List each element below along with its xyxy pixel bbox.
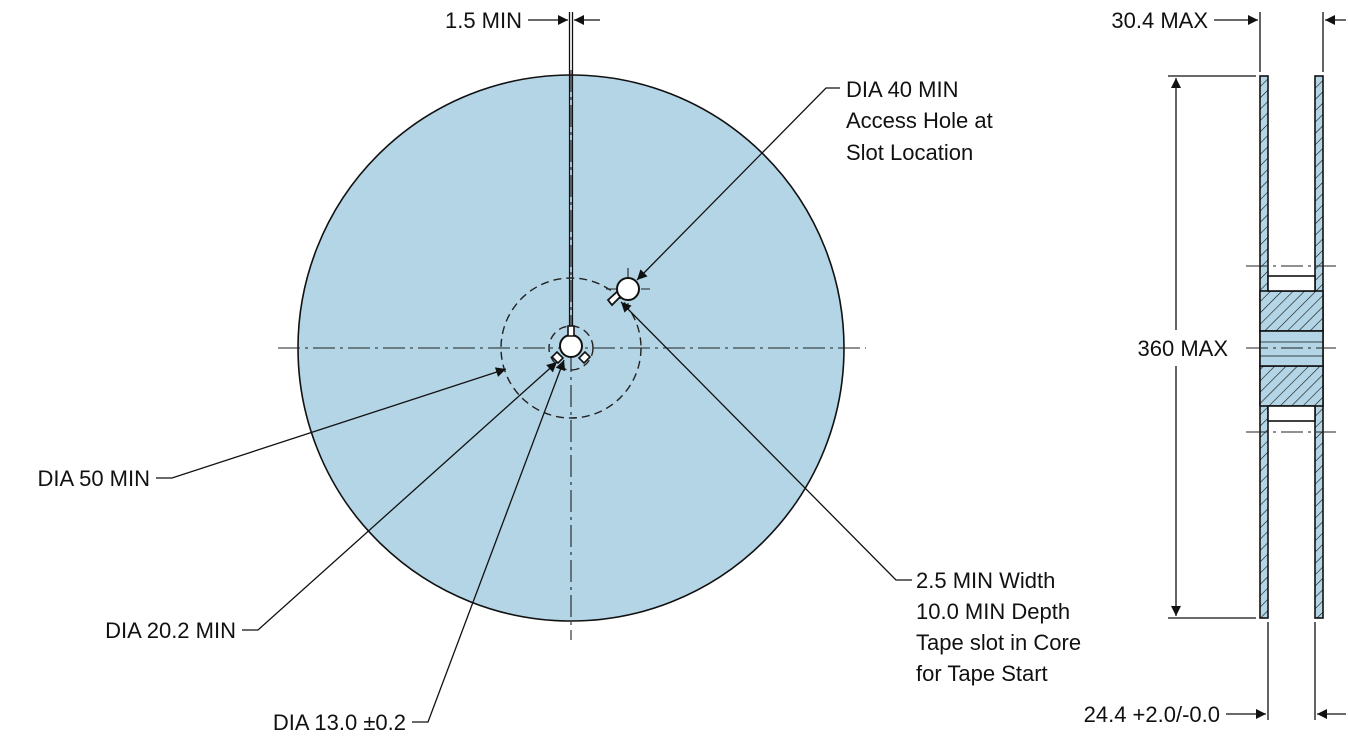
flange-slot bbox=[568, 70, 574, 330]
hub-top-face bbox=[1267, 275, 1316, 292]
tape-slot-label-line4: for Tape Start bbox=[916, 661, 1048, 686]
hub-dia-20-circle bbox=[548, 325, 594, 371]
tape-slot-label-line2: 10.0 MIN Depth bbox=[916, 599, 1070, 624]
tape-slot-label-line1: 2.5 MIN Width bbox=[916, 568, 1055, 593]
hub-upper bbox=[1259, 290, 1324, 332]
hub-bottom-face bbox=[1267, 405, 1316, 422]
leader-hub-dia: DIA 20.2 MIN bbox=[105, 361, 558, 643]
leader-access-hole: DIA 40 MIN Access Hole at Slot Location bbox=[636, 77, 993, 281]
inner-width-label: 24.4 +2.0/-0.0 bbox=[1084, 702, 1220, 727]
overall-width-label: 30.4 MAX bbox=[1111, 8, 1208, 33]
front-view bbox=[278, 12, 866, 640]
leader-arbor-dia: DIA 13.0 ±0.2 bbox=[273, 359, 566, 735]
hub-lower bbox=[1259, 365, 1324, 407]
arbor-hole bbox=[550, 325, 592, 365]
side-view bbox=[1246, 75, 1336, 619]
leader-tape-slot: 2.5 MIN Width 10.0 MIN Depth Tape slot i… bbox=[620, 301, 1081, 686]
dim-reel-diameter: 360 MAX bbox=[1138, 75, 1256, 619]
dim-slot-width: 1.5 MIN bbox=[445, 8, 600, 33]
hub-dia-label: DIA 20.2 MIN bbox=[105, 618, 236, 643]
arbor-dia-label: DIA 13.0 ±0.2 bbox=[273, 710, 406, 735]
leader-core-dia: DIA 50 MIN bbox=[38, 367, 507, 491]
dim-inner-width: 24.4 +2.0/-0.0 bbox=[1084, 622, 1346, 727]
slot-width-label: 1.5 MIN bbox=[445, 8, 522, 33]
access-hole-label-line3: Slot Location bbox=[846, 140, 973, 165]
dim-overall-width: 30.4 MAX bbox=[1111, 8, 1346, 72]
core-dia-label: DIA 50 MIN bbox=[38, 466, 150, 491]
access-hole bbox=[606, 268, 650, 310]
core-dia-50-circle bbox=[500, 277, 642, 419]
tape-slot-label-line3: Tape slot in Core bbox=[916, 630, 1081, 655]
access-hole-label-line1: DIA 40 MIN bbox=[846, 77, 958, 102]
access-hole-label-line2: Access Hole at bbox=[846, 108, 993, 133]
reel-dia-label: 360 MAX bbox=[1138, 336, 1229, 361]
